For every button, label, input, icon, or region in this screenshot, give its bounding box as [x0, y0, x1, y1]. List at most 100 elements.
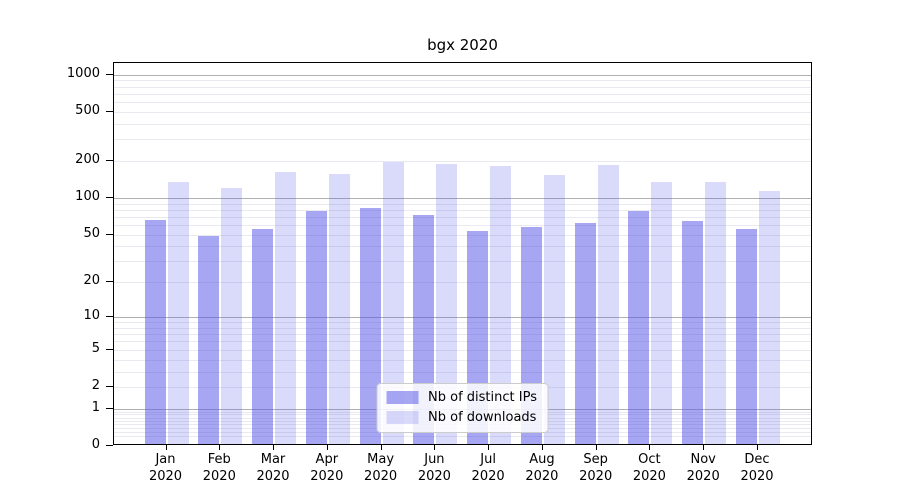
minor-gridline	[114, 246, 811, 248]
minor-gridline	[114, 371, 811, 373]
bar-nb-of-downloads-aug	[543, 174, 565, 444]
minor-gridline	[114, 93, 811, 95]
x-tick-label-line: 2020	[525, 469, 559, 484]
x-tick-label-line: 2020	[740, 469, 774, 484]
x-tick-mark	[380, 445, 382, 450]
x-tick-mark	[165, 445, 167, 450]
y-tick-label: 50	[83, 225, 100, 241]
x-tick-mark	[595, 445, 597, 450]
x-tick-mark	[219, 445, 221, 450]
bar-nb-of-downloads-jan	[167, 182, 189, 444]
y-tick-mark	[106, 159, 113, 161]
y-tick-mark	[106, 407, 113, 409]
minor-gridline	[114, 111, 811, 113]
x-tick-label-sep: Sep 2020	[566, 451, 626, 485]
x-tick-mark	[326, 445, 328, 450]
minor-gridline	[114, 436, 811, 438]
y-tick-mark	[106, 385, 113, 387]
minor-gridline	[114, 139, 811, 141]
legend: Nb of distinct IPs Nb of downloads	[376, 383, 549, 433]
x-tick-label-line: Sep	[583, 452, 608, 467]
minor-gridline	[114, 80, 811, 82]
y-tick-mark	[106, 73, 113, 75]
minor-gridline	[114, 327, 811, 329]
y-tick-label: 5	[91, 340, 100, 356]
x-tick-mark	[757, 445, 758, 450]
minor-gridline	[114, 86, 811, 88]
x-tick-label-line: Aug	[529, 452, 555, 467]
y-tick-label: 10	[83, 308, 100, 324]
minor-gridline	[114, 282, 811, 284]
legend-label: Nb of distinct IPs	[428, 390, 537, 405]
x-tick-mark	[273, 445, 274, 450]
bar-nb-of-downloads-sep	[597, 165, 619, 444]
minor-gridline	[114, 359, 811, 361]
y-tick-mark	[106, 316, 113, 318]
x-tick-label-line: May	[367, 452, 395, 467]
major-gridline	[114, 74, 811, 76]
minor-gridline	[114, 349, 811, 351]
minor-gridline	[114, 123, 811, 125]
y-tick-mark	[106, 281, 113, 283]
bar-nb-of-downloads-jun	[436, 163, 458, 444]
minor-gridline	[114, 225, 811, 226]
bar-nb-of-distinct-ips-feb	[198, 235, 220, 444]
legend-entry-nb-of-downloads: Nb of downloads	[386, 410, 537, 425]
legend-entry-nb-of-distinct-ips: Nb of distinct IPs	[386, 390, 537, 405]
bar-nb-of-distinct-ips-apr	[305, 211, 327, 444]
x-tick-label-line: 2020	[310, 469, 344, 484]
bar-nb-of-downloads-feb	[221, 188, 243, 444]
x-tick-label-line: 2020	[417, 469, 451, 484]
bar-nb-of-distinct-ips-nov	[682, 221, 704, 444]
chart-title: bgx 2020	[427, 36, 498, 54]
y-tick-mark	[106, 348, 113, 350]
bar-nb-of-distinct-ips-oct	[628, 211, 650, 444]
major-gridline	[114, 197, 811, 199]
x-tick-label-line: Apr	[315, 452, 339, 467]
x-tick-label-line: 2020	[686, 469, 720, 484]
x-tick-label-dec: Dec 2020	[727, 451, 787, 485]
minor-gridline	[114, 209, 811, 211]
x-tick-label-line: Feb	[207, 452, 231, 467]
minor-gridline	[114, 341, 811, 343]
y-tick-label: 0	[91, 437, 100, 452]
minor-gridline	[114, 234, 811, 236]
x-tick-label-may: May 2020	[351, 451, 411, 485]
x-tick-label-line: Dec	[744, 452, 770, 467]
y-tick-label: 100	[75, 188, 100, 204]
y-tick-mark	[106, 196, 113, 198]
x-tick-label-line: Jun	[424, 452, 445, 467]
major-gridline	[114, 317, 811, 319]
bar-nb-of-downloads-apr	[328, 174, 350, 444]
bar-nb-of-distinct-ips-may	[359, 208, 381, 444]
x-tick-label-feb: Feb 2020	[189, 451, 249, 485]
x-tick-mark	[649, 445, 651, 450]
x-tick-label-aug: Aug 2020	[512, 451, 572, 485]
x-tick-label-line: 2020	[632, 469, 666, 484]
minor-gridline	[114, 334, 811, 336]
plot-area: Nb of distinct IPs Nb of downloads	[113, 62, 812, 445]
y-tick-label: 2	[91, 377, 100, 393]
y-tick-label: 20	[83, 273, 100, 289]
bar-nb-of-downloads-mar	[275, 171, 296, 444]
y-tick-label: 1000	[66, 65, 100, 81]
x-tick-label-jan: Jan 2020	[136, 451, 196, 485]
x-tick-label-nov: Nov 2020	[673, 451, 733, 485]
y-tick-mark	[106, 445, 113, 446]
y-tick-mark	[106, 233, 113, 235]
x-tick-label-mar: Mar 2020	[243, 451, 303, 485]
y-tick-label: 1	[91, 399, 100, 415]
x-tick-label-line: Nov	[690, 452, 716, 467]
bar-nb-of-downloads-may	[382, 161, 404, 444]
x-tick-label-line: 2020	[148, 469, 183, 484]
minor-gridline	[114, 160, 811, 162]
y-tick-label: 500	[75, 102, 100, 118]
minor-gridline	[114, 261, 811, 263]
x-tick-label-line: Oct	[638, 452, 661, 467]
legend-label: Nb of downloads	[428, 410, 537, 425]
bar-nb-of-downloads-oct	[651, 181, 673, 444]
bar-nb-of-distinct-ips-sep	[574, 223, 596, 444]
y-tick-mark	[106, 110, 113, 112]
legend-swatch-nb-of-downloads	[386, 411, 419, 424]
x-tick-mark	[541, 445, 543, 450]
